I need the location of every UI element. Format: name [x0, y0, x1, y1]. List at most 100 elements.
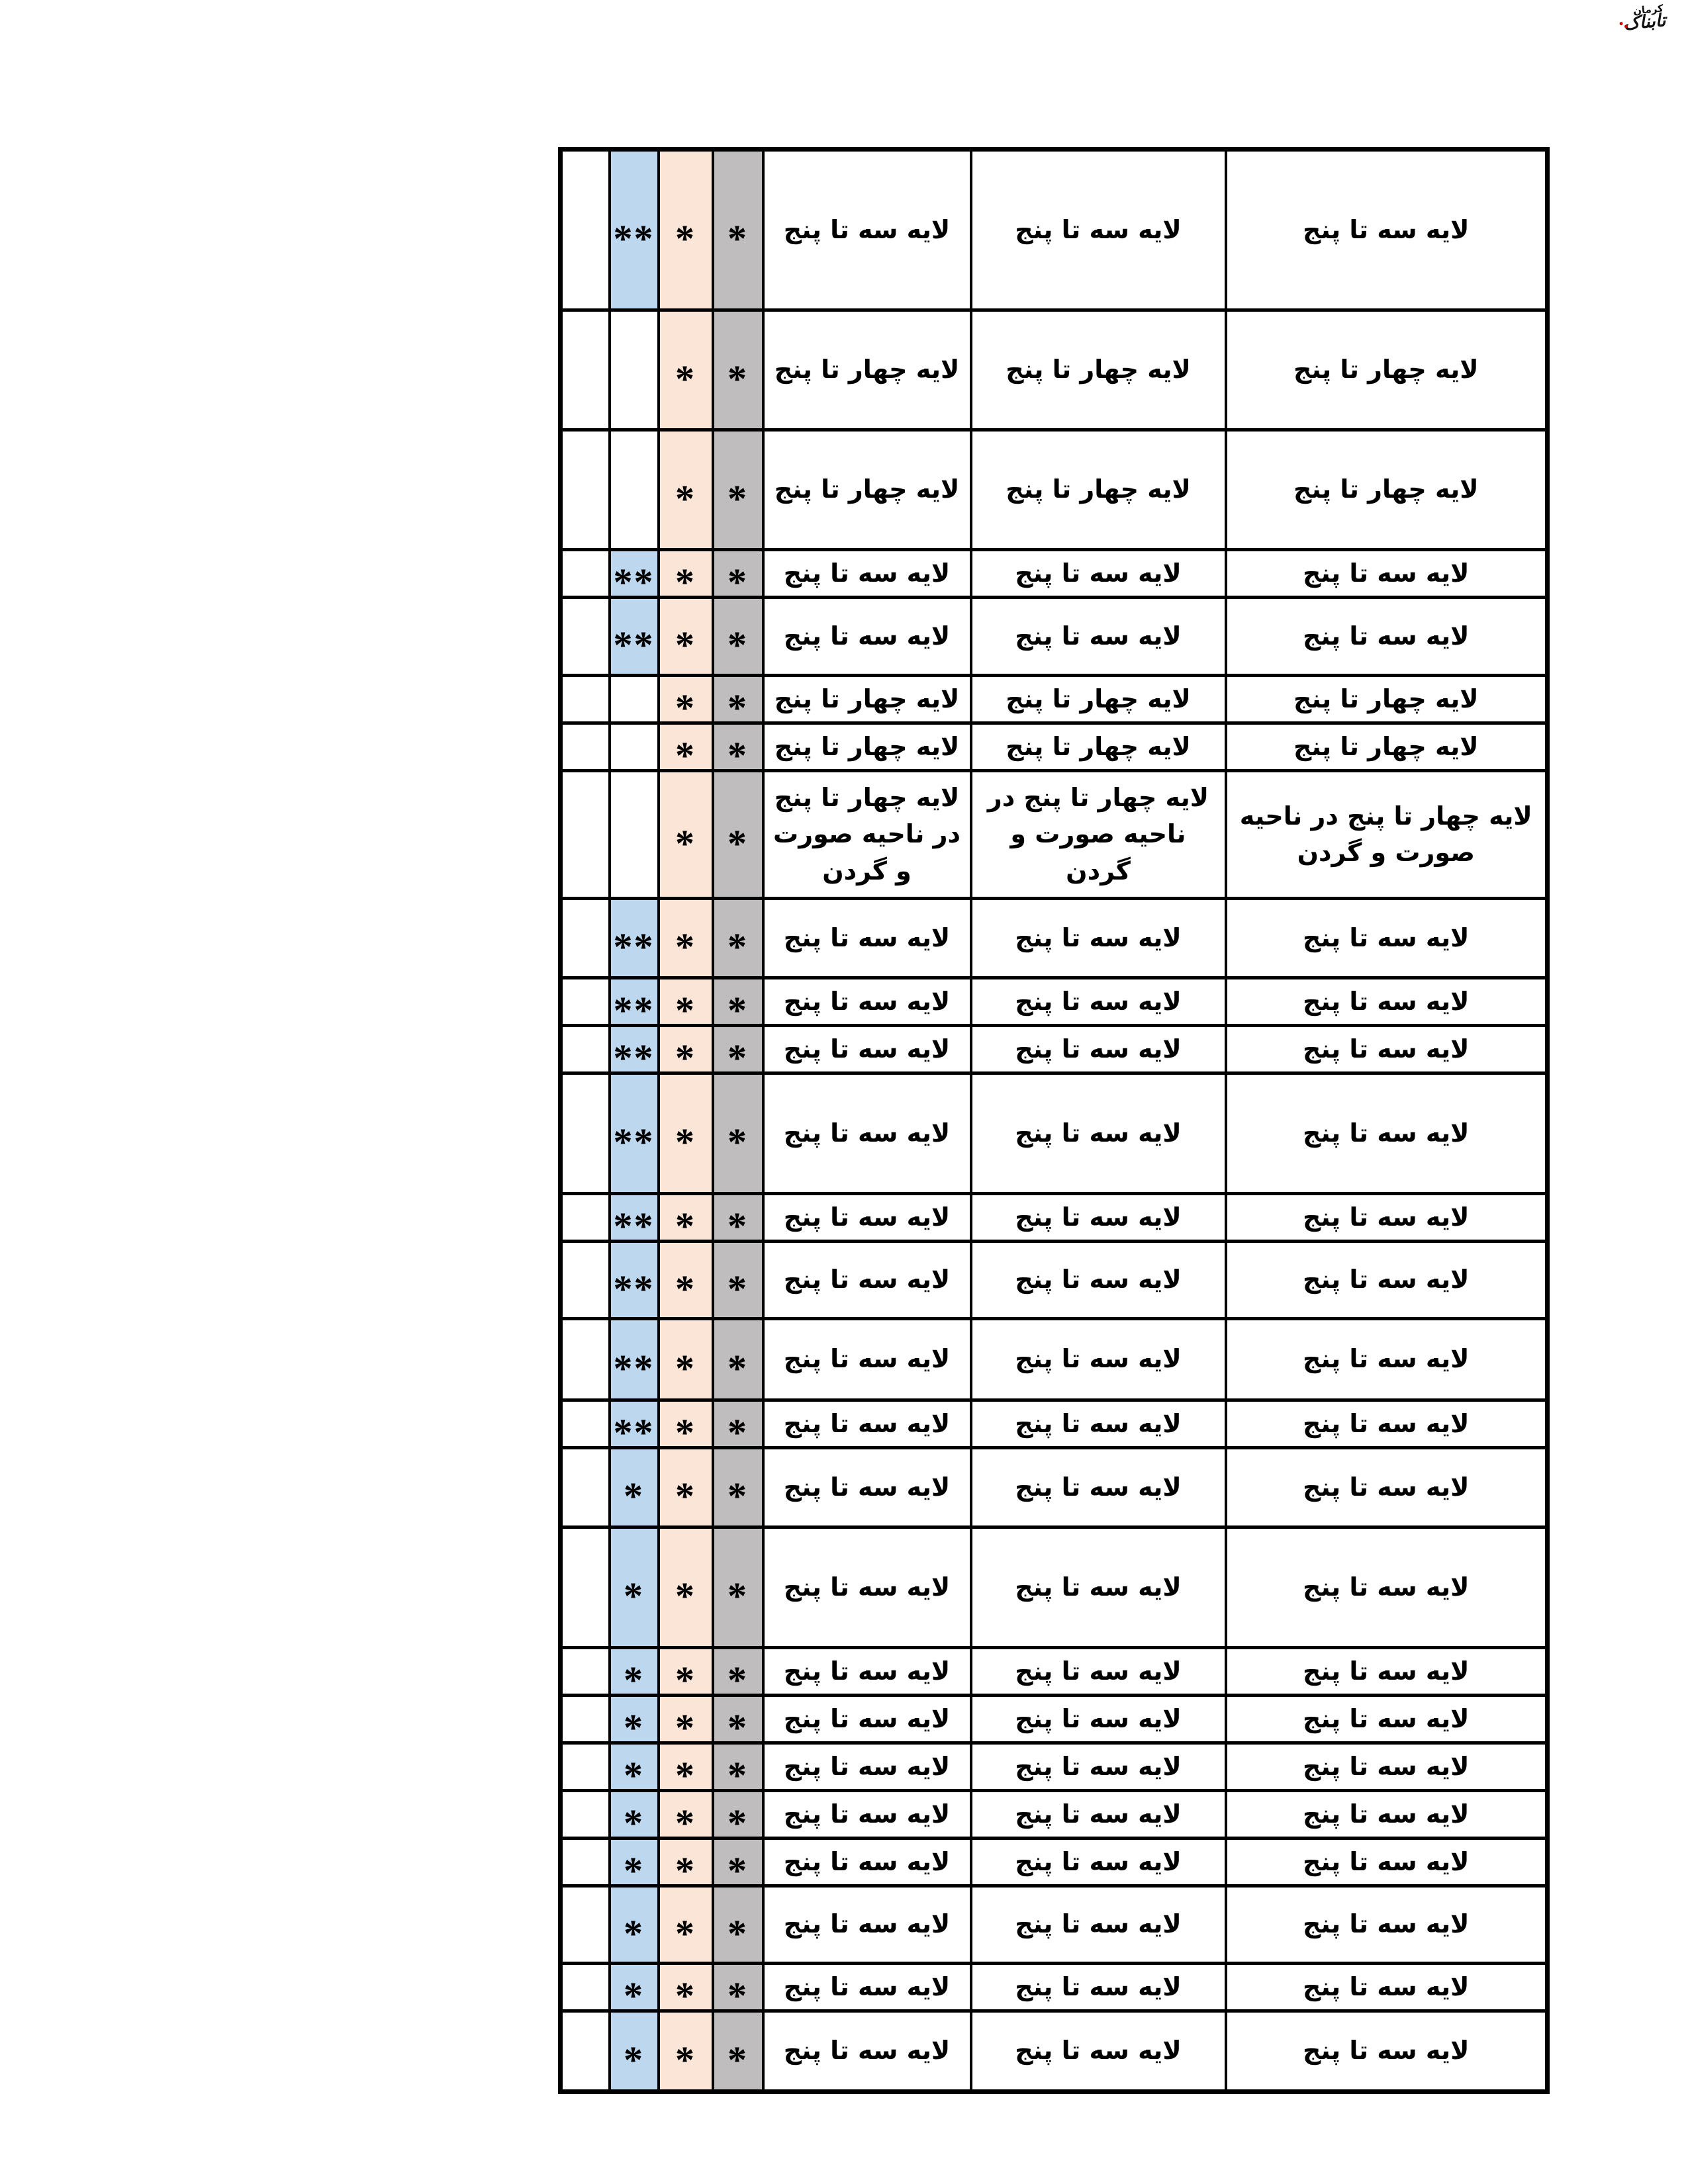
layer-text-cell: لایه سه تا پنج: [1224, 1071, 1549, 1195]
empty-end-cell: [559, 976, 611, 1027]
blue-mark-cell: *: [608, 1446, 660, 1529]
empty-end-cell: [559, 1071, 611, 1195]
table-row: لایه سه تا پنج لایه سه تا پنج لایه سه تا پ…: [559, 1024, 1549, 1075]
gray-mark-cell: *: [711, 721, 765, 772]
layer-text-cell: لایه سه تا پنج: [761, 1525, 972, 1649]
asterisk-mark: **: [613, 1205, 655, 1242]
blue-mark-cell: **: [608, 1240, 660, 1320]
layer-text-cell: لایه سه تا پنج: [969, 548, 1227, 599]
asterisk-mark: *: [727, 1706, 748, 1743]
layer-text-cell: لایه سه تا پنج: [969, 1694, 1227, 1745]
layer-text-cell: لایه سه تا پنج: [761, 1446, 972, 1529]
blue-mark-cell: *: [608, 1694, 660, 1745]
gray-mark-cell: *: [711, 1789, 765, 1840]
gray-mark-cell: *: [711, 596, 765, 677]
layer-text-cell: لایه چهار تا پنج: [969, 308, 1227, 432]
empty-end-cell: [559, 596, 611, 677]
layer-text-cell: لایه سه تا پنج: [1224, 1446, 1549, 1529]
asterisk-mark: *: [675, 734, 696, 771]
gray-mark-cell: *: [711, 2009, 765, 2093]
empty-end-cell: [559, 1837, 611, 1888]
asterisk-mark: *: [727, 821, 748, 865]
layer-text-cell: لایه سه تا پنج: [969, 1884, 1227, 1965]
peach-mark-cell: *: [657, 148, 714, 312]
table-row: لایه سه تا پنج لایه سه تا پنج لایه سه تا پ…: [559, 1789, 1549, 1840]
blue-mark-cell: **: [608, 1317, 660, 1402]
layer-text-cell: لایه چهار تا پنج: [1224, 721, 1549, 772]
asterisk-mark: **: [613, 561, 655, 598]
layer-text-cell: لایه سه تا پنج: [761, 2009, 972, 2093]
asterisk-mark: **: [613, 1120, 655, 1163]
peach-mark-cell: *: [657, 1741, 714, 1792]
gray-mark-cell: *: [711, 674, 765, 725]
layer-text-cell: لایه سه تا پنج: [969, 1741, 1227, 1792]
assessment-table-body: لایه سه تا پنج لایه سه تا پنج لایه سه تا پ…: [559, 148, 1549, 2093]
empty-end-cell: [559, 1789, 611, 1840]
layer-text-cell: لایه سه تا پنج: [1224, 1192, 1549, 1243]
peach-mark-cell: *: [657, 1525, 714, 1649]
layer-text-cell: لایه سه تا پنج: [761, 148, 972, 312]
layer-text-cell: لایه سه تا پنج: [761, 897, 972, 979]
asterisk-mark: *: [727, 1475, 748, 1518]
asterisk-mark: *: [727, 686, 748, 723]
empty-end-cell: [559, 1646, 611, 1697]
table-row: لایه سه تا پنج لایه سه تا پنج لایه سه تا پ…: [559, 1446, 1549, 1529]
gray-mark-cell: *: [711, 1962, 765, 2013]
peach-mark-cell: *: [657, 1962, 714, 2013]
asterisk-mark: *: [624, 1911, 644, 1955]
blue-mark-cell: [608, 428, 660, 551]
layer-text-cell: لایه سه تا پنج: [1224, 548, 1549, 599]
gray-mark-cell: *: [711, 1694, 765, 1745]
layer-text-cell: لایه سه تا پنج: [969, 1789, 1227, 1840]
table-row: لایه سه تا پنج لایه سه تا پنج لایه سه تا پ…: [559, 1694, 1549, 1745]
peach-mark-cell: *: [657, 674, 714, 725]
layer-text-cell: لایه سه تا پنج: [761, 1962, 972, 2013]
layer-text-cell: لایه سه تا پنج: [761, 1398, 972, 1449]
blue-mark-cell: **: [608, 1192, 660, 1243]
table-row: لایه سه تا پنج لایه سه تا پنج لایه سه تا پ…: [559, 1192, 1549, 1243]
empty-end-cell: [559, 148, 611, 312]
asterisk-mark: *: [675, 1205, 696, 1242]
asterisk-mark: **: [613, 623, 655, 666]
table-row: لایه چهار تا پنج لایه چهار تا پنج لایه چها…: [559, 674, 1549, 725]
asterisk-mark: *: [624, 1659, 644, 1696]
peach-mark-cell: *: [657, 1071, 714, 1195]
asterisk-mark: *: [624, 2038, 644, 2081]
empty-end-cell: [559, 897, 611, 979]
peach-mark-cell: *: [657, 1837, 714, 1888]
asterisk-mark: *: [727, 1411, 748, 1448]
empty-end-cell: [559, 1525, 611, 1649]
blue-mark-cell: *: [608, 1962, 660, 2013]
asterisk-mark: *: [727, 1267, 748, 1310]
asterisk-mark: **: [613, 925, 655, 968]
layer-text-cell: لایه چهار تا پنج: [761, 674, 972, 725]
asterisk-mark: *: [675, 623, 696, 666]
asterisk-mark: *: [727, 989, 748, 1026]
layer-text-cell: لایه سه تا پنج: [1224, 1398, 1549, 1449]
gray-mark-cell: *: [711, 308, 765, 432]
asterisk-mark: *: [675, 989, 696, 1026]
asterisk-mark: *: [675, 1346, 696, 1390]
asterisk-mark: *: [624, 1475, 644, 1518]
layer-text-cell: لایه سه تا پنج: [1224, 1024, 1549, 1075]
gray-mark-cell: *: [711, 1192, 765, 1243]
peach-mark-cell: *: [657, 1317, 714, 1402]
asterisk-mark: *: [675, 1267, 696, 1310]
blue-mark-cell: *: [608, 2009, 660, 2093]
layer-text-cell: لایه سه تا پنج: [1224, 2009, 1549, 2093]
table-row: لایه سه تا پنج لایه سه تا پنج لایه سه تا پ…: [559, 548, 1549, 599]
layer-text-cell: لایه چهار تا پنج: [761, 308, 972, 432]
asterisk-mark: *: [727, 1754, 748, 1791]
empty-end-cell: [559, 1192, 611, 1243]
peach-mark-cell: *: [657, 428, 714, 551]
layer-text-cell: لایه سه تا پنج: [1224, 1525, 1549, 1649]
peach-mark-cell: *: [657, 1192, 714, 1243]
gray-mark-cell: *: [711, 1646, 765, 1697]
table-row: لایه سه تا پنج لایه سه تا پنج لایه سه تا پ…: [559, 148, 1549, 312]
layer-text-cell: لایه سه تا پنج: [969, 1837, 1227, 1888]
asterisk-mark: **: [613, 217, 655, 260]
layer-text-cell: لایه سه تا پنج: [969, 1317, 1227, 1402]
asterisk-mark: *: [675, 1659, 696, 1696]
table-row: لایه سه تا پنج لایه سه تا پنج لایه سه تا پ…: [559, 1240, 1549, 1320]
table-row: لایه چهار تا پنج لایه چهار تا پنج لایه چها…: [559, 428, 1549, 551]
